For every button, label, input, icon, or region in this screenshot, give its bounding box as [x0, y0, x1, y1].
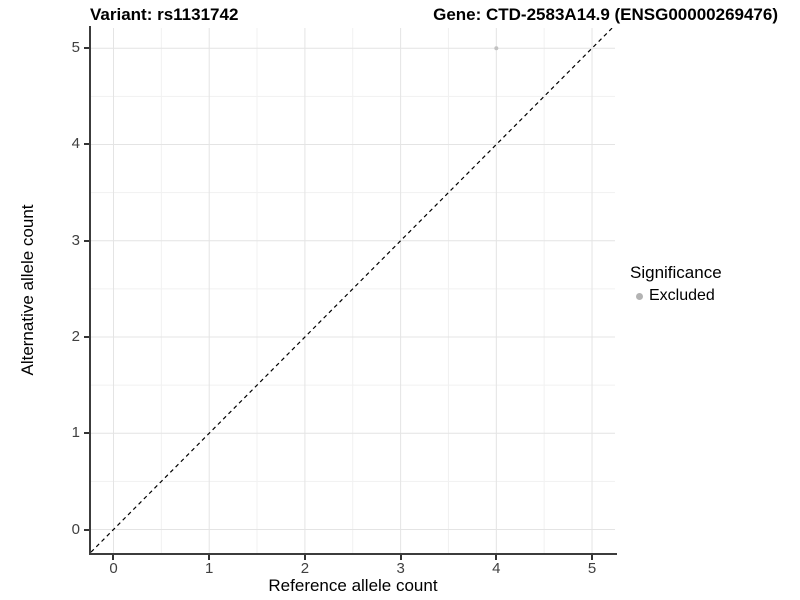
x-axis-line: [89, 553, 617, 555]
data-point: [494, 46, 499, 51]
x-tick-mark: [112, 555, 115, 560]
y-tick-label: 0: [71, 520, 80, 538]
legend-item-label: Excluded: [649, 287, 715, 304]
y-tick-label: 5: [71, 39, 80, 57]
x-tick-label: 1: [205, 560, 214, 577]
x-axis-title: Reference allele count: [268, 576, 438, 595]
identity-reference-line: [91, 28, 613, 553]
x-tick-label: 2: [300, 560, 310, 577]
legend: Significance Excluded: [630, 263, 722, 305]
x-tick-label: 4: [492, 560, 501, 577]
y-tick-mark: [84, 143, 89, 146]
y-tick-mark: [84, 528, 89, 531]
x-tick-label: 3: [396, 560, 405, 577]
plot-panel: [91, 28, 615, 553]
x-tick-mark: [495, 555, 498, 560]
variant-title: Variant: rs1131742: [90, 5, 239, 24]
y-tick-mark: [84, 335, 89, 338]
gene-title: Gene: CTD-2583A14.9 (ENSG00000269476): [433, 5, 778, 24]
y-axis-line: [89, 26, 91, 555]
y-tick-label: 4: [71, 135, 80, 153]
y-tick-label: 1: [71, 424, 80, 442]
x-tick-label: 5: [587, 560, 597, 577]
x-tick-mark: [399, 555, 402, 560]
legend-item-excluded: Excluded: [636, 287, 722, 305]
y-tick-label: 3: [71, 231, 80, 249]
scatter-plot-canvas: [91, 28, 615, 553]
x-tick-mark: [303, 555, 306, 560]
legend-title: Significance: [630, 263, 722, 282]
y-tick-mark: [84, 432, 89, 435]
x-tick-label: 0: [109, 560, 118, 577]
y-tick-mark: [84, 239, 89, 242]
y-tick-label: 2: [71, 327, 80, 345]
x-tick-mark: [208, 555, 211, 560]
excluded-point-icon: [636, 292, 643, 300]
y-tick-mark: [84, 47, 89, 50]
y-axis-title: Alternative allele count: [18, 204, 37, 376]
x-tick-mark: [591, 555, 594, 560]
